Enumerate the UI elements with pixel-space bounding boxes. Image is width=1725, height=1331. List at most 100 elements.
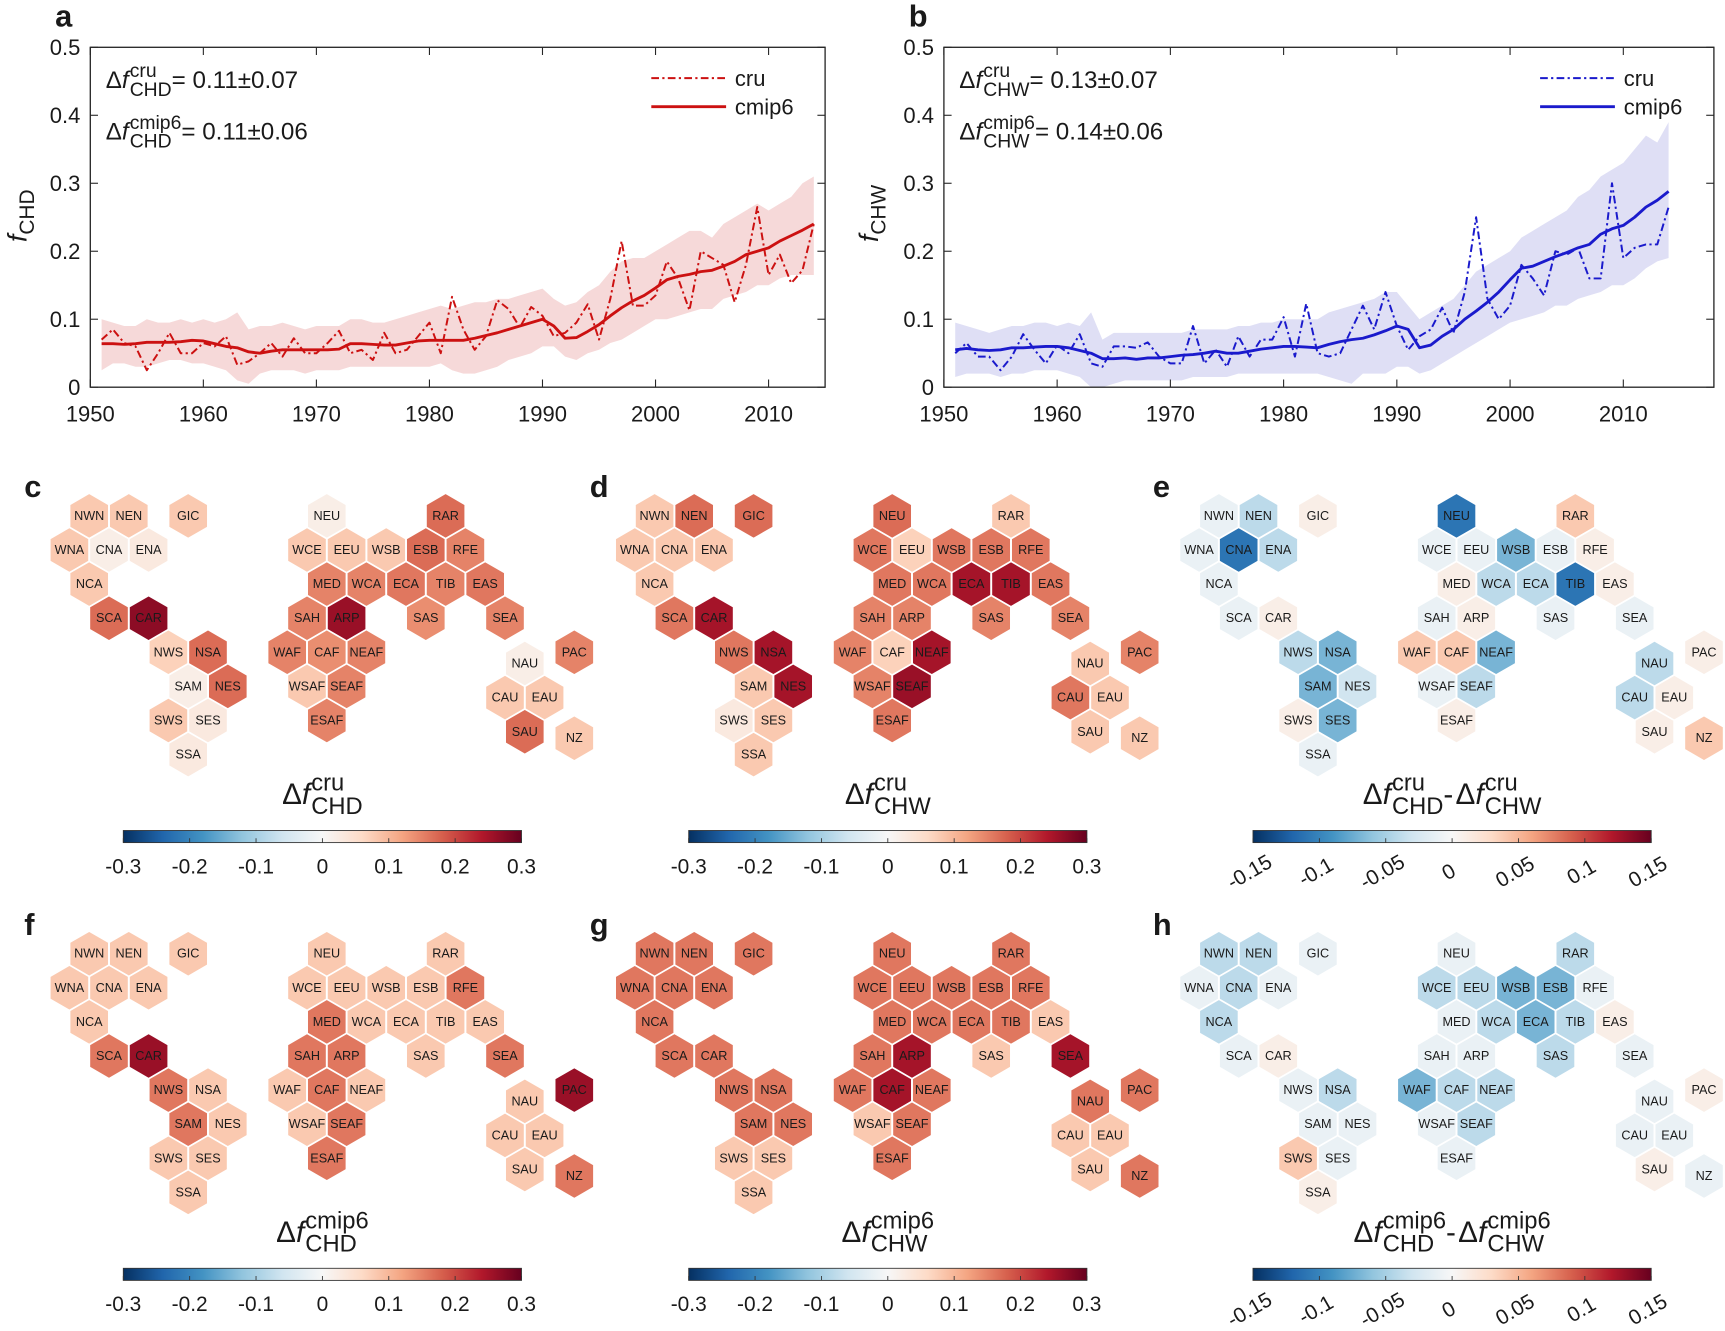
colorbar-title-symbol: Δf [282, 778, 313, 811]
colorbar-tick-label: 0.1 [1563, 855, 1600, 889]
region-label: EAU [1661, 1128, 1687, 1142]
region-cell [1069, 1145, 1111, 1194]
region-label: WCE [292, 981, 322, 995]
region-label: WAF [839, 1083, 867, 1097]
region-label: WCE [292, 543, 322, 557]
region-cell [1634, 1145, 1675, 1194]
region-label: CAR [701, 611, 728, 625]
region-hex-nsa: NSA [753, 1066, 794, 1114]
region-hex-sws: SWS [148, 696, 189, 745]
region-hex-sau: SAU [1634, 708, 1675, 756]
region-hex-ena: ENA [693, 526, 735, 574]
region-label: NAU [511, 657, 538, 671]
region-label: EEU [334, 981, 360, 995]
region-label: TIB [436, 577, 456, 591]
annotation-superscript: cmip6 [983, 112, 1035, 134]
region-label: GIC [1307, 509, 1329, 523]
region-label: EAU [532, 1128, 558, 1142]
region-label: PAC [562, 1083, 587, 1097]
region-hex-sea: SEA [1614, 1032, 1656, 1080]
annotation-value: = 0.14±0.06 [1035, 119, 1163, 146]
region-label: ENA [136, 543, 163, 557]
region-label: ARP [1463, 611, 1489, 625]
region-hex-tib: TIB [990, 998, 1032, 1046]
region-label: NWS [719, 645, 749, 659]
region-hex-eas: EAS [1030, 998, 1071, 1046]
region-label: WCE [1422, 543, 1452, 557]
region-cell [167, 930, 209, 978]
colorbar-tick-label: 0.2 [441, 1293, 470, 1316]
region-hex-ssa: SSA [167, 1168, 209, 1216]
region-hex-sam: SAM [1297, 1100, 1339, 1148]
region-hex-wsb: WSB [1495, 964, 1537, 1012]
region-hex-nz: NZ [1119, 1152, 1161, 1200]
colorbar-title-subscript: CHD [1383, 1231, 1434, 1258]
region-label: SAH [859, 1049, 885, 1063]
region-label: SEA [1622, 1049, 1648, 1063]
region-label: WSAF [289, 1117, 326, 1131]
region-label: WSAF [854, 679, 891, 693]
region-cell [1069, 708, 1111, 756]
region-label: ARP [334, 1049, 360, 1063]
region-label: WNA [1184, 981, 1214, 995]
region-label: WSB [937, 981, 966, 995]
region-label: WSB [372, 981, 401, 995]
region-hex-wce: WCE [852, 526, 893, 574]
colorbar-tick-label: 0 [317, 1293, 329, 1316]
region-label: SAH [859, 611, 885, 625]
y-tick-label: 0.3 [50, 171, 81, 196]
region-label: SAS [979, 1049, 1004, 1063]
region-hex-nca: NCA [1198, 560, 1240, 608]
region-cell [1614, 594, 1656, 642]
legend-item-cru: cru [1540, 66, 1654, 91]
colorbar-tick-label: 0.1 [374, 855, 403, 878]
region-label: EAS [1602, 1015, 1627, 1029]
region-label: CAU [1621, 691, 1648, 705]
region-hex-esaf: ESAF [1436, 696, 1477, 745]
region-hex-esaf: ESAF [306, 1134, 348, 1182]
colorbar-title-superscript: cru [1392, 770, 1425, 797]
region-label: SAH [294, 611, 320, 625]
colorbar-tick-label: -0.05 [1356, 1288, 1409, 1331]
region-hex-nsa: NSA [187, 1066, 229, 1114]
region-hex-cna: CNA [654, 526, 695, 574]
region-hex-sas: SAS [1535, 1032, 1576, 1080]
region-hex-pac: PAC [1119, 628, 1161, 676]
region-label: SCA [661, 1049, 688, 1063]
region-label: WNA [620, 981, 650, 995]
region-label: WCA [917, 1015, 947, 1029]
region-label: NEAF [915, 1083, 949, 1097]
region-hex-nau: NAU [504, 639, 546, 688]
region-hex-sas: SAS [970, 1032, 1012, 1080]
region-label: SSA [176, 748, 202, 762]
region-hex-sau: SAU [1634, 1145, 1675, 1194]
region-hex-nwn: NWN [1198, 492, 1240, 540]
region-label: NAU [1077, 657, 1104, 671]
region-label: WNA [55, 543, 85, 557]
region-label: ESAF [1440, 1151, 1473, 1165]
region-hex-sea: SEA [1614, 594, 1656, 642]
region-hex-arp: ARP [891, 1032, 933, 1080]
region-label: CNA [96, 981, 123, 995]
colorbar-tick-label: -0.1 [803, 1293, 839, 1316]
colorbar-tick-label: 0 [882, 1293, 894, 1316]
region-hex-car: CAR [693, 1032, 735, 1080]
region-cell [1535, 594, 1576, 642]
region-label: NCA [1206, 1015, 1233, 1029]
region-hex-cau: CAU [484, 1111, 526, 1159]
colorbar-tick-label: 0.1 [1563, 1293, 1600, 1327]
region-cell [167, 492, 209, 540]
region-label: ARP [899, 1049, 925, 1063]
region-label: WSB [937, 543, 966, 557]
region-label: WCE [1422, 981, 1452, 995]
region-label: GIC [177, 947, 199, 961]
colorbar-tick-label: 0 [882, 855, 894, 878]
region-label: SAH [1424, 611, 1450, 625]
region-label: SWS [1284, 1151, 1313, 1165]
region-hex-car: CAR [1257, 594, 1299, 642]
region-label: ESAF [310, 714, 343, 728]
region-label: SAM [740, 1117, 767, 1131]
region-hex-wsaf: WSAF [852, 662, 893, 710]
region-label: ENA [701, 981, 728, 995]
